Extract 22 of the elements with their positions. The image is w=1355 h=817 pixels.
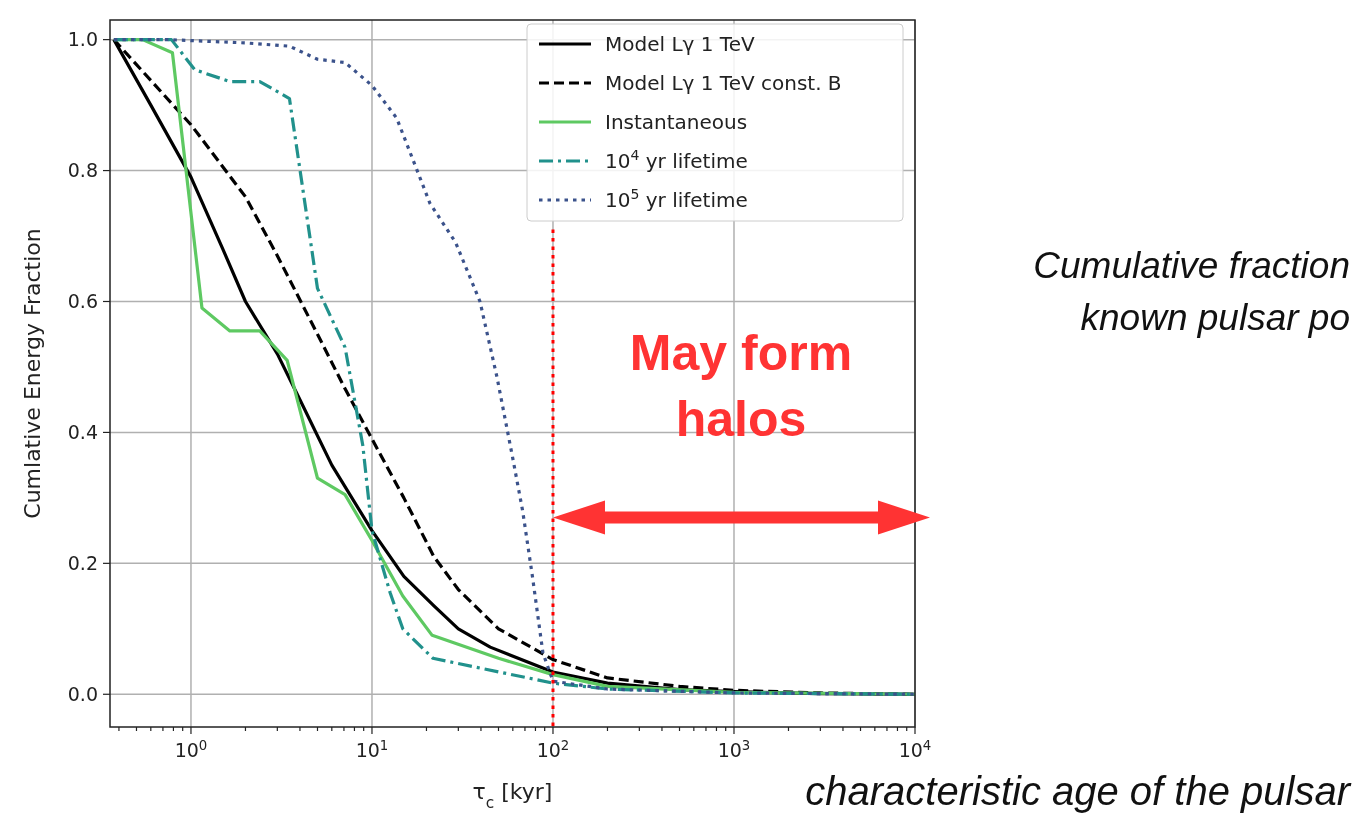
text: characteristic age of the pulsar	[805, 769, 1352, 813]
x-axis-title: τ$_{c}$ [kyr]	[472, 779, 553, 812]
legend-label: 10$^{4}$ yr lifetime	[605, 147, 748, 173]
x-tick-label: 10$^{0}$	[174, 737, 208, 761]
text: Cumulative fraction	[1033, 245, 1350, 286]
y-tick-label: 0.0	[67, 682, 98, 705]
x-tick-label: 10$^{3}$	[717, 737, 751, 761]
y-axis-title: Cumlative Energy Fraction	[20, 228, 45, 519]
legend-label: 10$^{5}$ yr lifetime	[605, 186, 748, 212]
x-tick-label: 10$^{2}$	[536, 737, 570, 761]
x-tick-label: 10$^{4}$	[898, 737, 932, 761]
legend-label: Model Lγ 1 TeV const. B	[605, 71, 842, 95]
y-tick-label: 0.2	[67, 551, 98, 574]
y-tick-label: 0.4	[67, 421, 98, 444]
annotation: May form halos	[629, 325, 853, 447]
legend-label: Instantaneous	[605, 110, 748, 134]
y-tick-label: 0.6	[67, 290, 98, 313]
x-tick-label: 10$^{1}$	[355, 737, 389, 761]
y-tick-label: 1.0	[67, 28, 98, 51]
text: known pulsar po	[1080, 297, 1350, 338]
legend-label: Model Lγ 1 TeV	[605, 32, 755, 56]
y-tick-label: 0.8	[67, 159, 98, 182]
